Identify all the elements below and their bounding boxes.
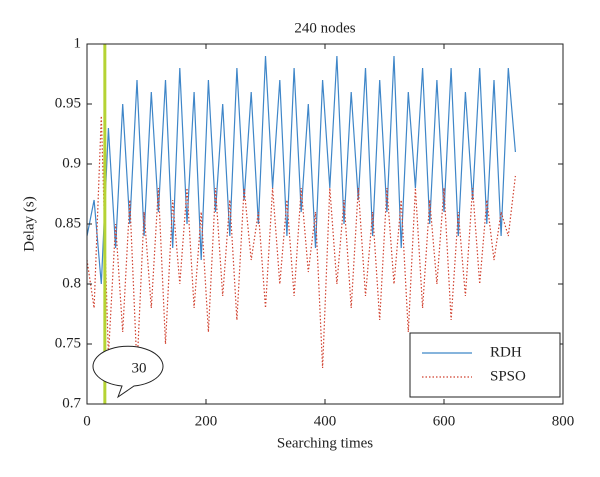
y-tick-label: 0.7 xyxy=(62,395,81,411)
legend-label: RDH xyxy=(490,344,522,360)
y-tick-label: 0.75 xyxy=(55,335,81,351)
data-line xyxy=(86,115,516,369)
legend-box xyxy=(409,332,561,398)
y-tick-label: 0.85 xyxy=(55,215,81,231)
x-axis-label: Searching times xyxy=(277,435,373,451)
x-tick-label: 400 xyxy=(314,413,337,429)
x-tick-label: 800 xyxy=(552,413,575,429)
x-tick-label: 0 xyxy=(83,413,91,429)
legend-label: SPSO xyxy=(490,368,526,384)
y-tick-label: 0.9 xyxy=(62,155,81,171)
y-tick-label: 0.8 xyxy=(62,275,81,291)
annotation-callout xyxy=(92,345,164,399)
chart-title: 240 nodes xyxy=(294,20,355,36)
x-tick-label: 600 xyxy=(433,413,456,429)
annotation-label: 30 xyxy=(132,360,147,376)
data-line xyxy=(86,55,516,285)
y-tick-label: 1 xyxy=(74,35,82,51)
x-tick-label: 200 xyxy=(195,413,218,429)
y-axis-label: Delay (s) xyxy=(21,196,37,251)
y-tick-label: 0.95 xyxy=(55,95,81,111)
